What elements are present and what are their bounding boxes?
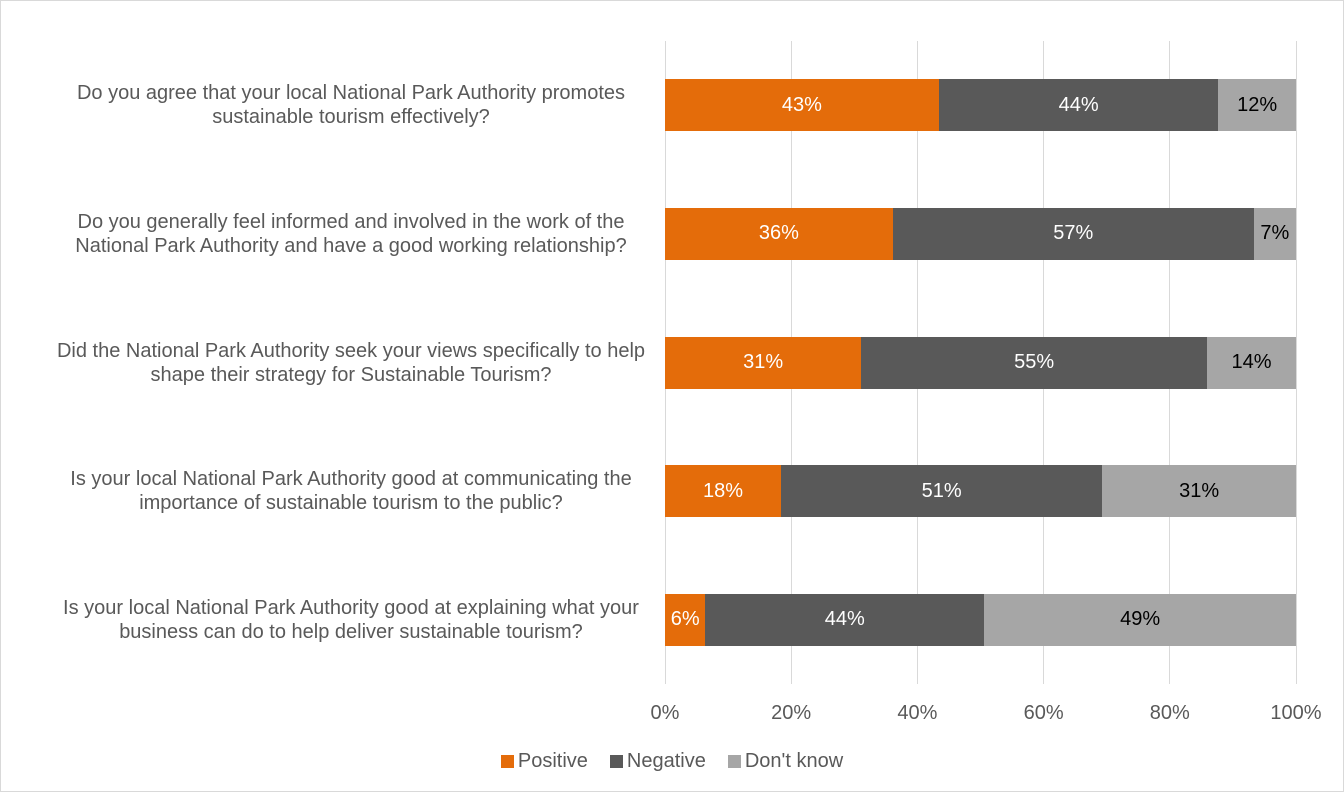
bar-segment: 44%	[938, 79, 1219, 132]
legend-label: Negative	[626, 750, 706, 772]
x-tick-label: 40%	[897, 702, 938, 724]
bar-segment: 44%	[705, 593, 985, 646]
data-label: 44%	[1058, 93, 1099, 116]
bar-segment: 51%	[781, 465, 1103, 518]
data-label: 12%	[1237, 93, 1278, 116]
x-tick-label: 80%	[1149, 702, 1190, 724]
category-label: Do you generally feel informed and invol…	[75, 210, 627, 257]
data-label: 43%	[781, 93, 822, 116]
bar-segment: 31%	[1102, 465, 1296, 518]
legend-swatch	[500, 755, 514, 768]
data-label: 31%	[743, 351, 784, 373]
data-label: 36%	[758, 222, 799, 245]
legend-swatch	[609, 755, 623, 768]
category-label: Is your local National Park Authority go…	[63, 596, 639, 643]
data-label: 57%	[1053, 222, 1094, 245]
bar-segment: 18%	[665, 465, 782, 518]
bar-segment: 49%	[984, 593, 1296, 646]
x-tick-label: 100%	[1270, 702, 1322, 724]
data-label: 6%	[670, 608, 700, 631]
legend-label: Positive	[517, 750, 588, 772]
x-tick-label: 20%	[771, 702, 812, 724]
data-label: 7%	[1260, 222, 1290, 245]
data-label: 14%	[1231, 351, 1272, 373]
x-tick-label: 60%	[1023, 702, 1064, 724]
category-label: Do you agree that your local National Pa…	[76, 82, 626, 129]
bar-segment: 31%	[665, 336, 862, 389]
bar-segment: 12%	[1218, 79, 1296, 132]
bar-segment: 6%	[665, 593, 706, 646]
legend-label: Don't know	[744, 750, 844, 772]
bar-segment: 36%	[665, 207, 893, 260]
data-label: 31%	[1179, 479, 1220, 502]
grid-line	[1295, 41, 1297, 684]
x-tick-label: 0%	[650, 702, 680, 724]
data-label: 18%	[703, 479, 744, 502]
category-label: Is your local National Park Authority go…	[70, 468, 632, 515]
bar-segment: 14%	[1207, 336, 1296, 389]
data-label: 49%	[1120, 608, 1161, 631]
bar-segment: 7%	[1253, 207, 1296, 260]
legend: Positive Negative Don't know	[1, 750, 1343, 773]
category-label: Did the National Park Authority seek you…	[56, 339, 646, 386]
legend-item: Positive	[500, 750, 588, 773]
data-label: 44%	[824, 608, 865, 631]
bar-segment: 57%	[892, 207, 1254, 260]
legend-item: Don't know	[727, 750, 844, 773]
data-label: 51%	[921, 479, 962, 502]
bar-segment: 55%	[861, 336, 1208, 389]
data-label: 55%	[1014, 351, 1055, 373]
bar-segment: 43%	[665, 79, 939, 132]
legend-item: Negative	[609, 750, 706, 773]
legend-swatch	[727, 755, 741, 768]
